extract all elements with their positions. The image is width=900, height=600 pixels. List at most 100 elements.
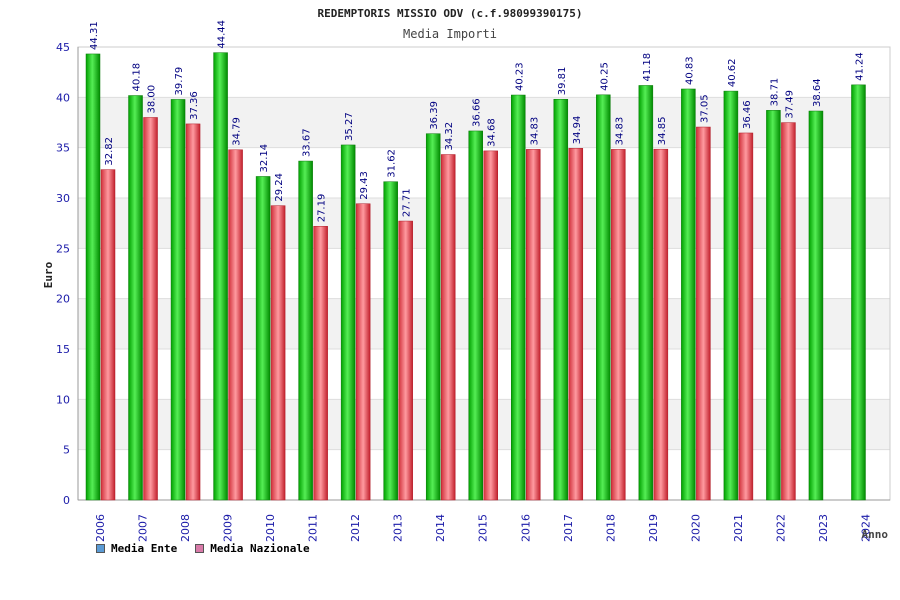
data-label: 32.82: [104, 137, 115, 166]
data-label: 38.64: [812, 78, 823, 107]
y-axis-label: Euro: [42, 261, 55, 288]
plot-area: 0 5 10 15 20 25 30 35 40 45 44.31 32.82 2006 40.18 38.…: [56, 20, 891, 542]
bar-media-ente-2011: [298, 160, 313, 501]
data-label: 34.32: [444, 122, 455, 151]
bar-media-nazionale-2013: [398, 220, 413, 501]
bar-media-ente-2014: [425, 133, 441, 501]
bar-media-nazionale-2017: [568, 148, 584, 501]
x-tick-label: 2012: [349, 514, 362, 542]
data-label: 32.14: [259, 144, 270, 173]
bar-media-ente-2023: [808, 110, 824, 501]
bar-media-nazionale-2012: [355, 203, 371, 501]
data-label: 31.62: [387, 149, 398, 178]
y-tick-label: 30: [56, 192, 70, 205]
x-tick-label: 2024: [859, 514, 872, 542]
data-label: 33.67: [302, 128, 313, 157]
data-label: 36.39: [429, 101, 440, 130]
bar-media-nazionale-2011: [313, 226, 328, 501]
bar-media-nazionale-2007: [143, 117, 158, 501]
bar-media-ente-2006: [85, 53, 101, 501]
data-label: 39.81: [557, 67, 568, 96]
x-tick-label: 2014: [434, 514, 447, 542]
grid-band: [78, 47, 890, 98]
bar-media-ente-2007: [128, 95, 143, 501]
data-label: 44.44: [217, 20, 228, 49]
bar-media-ente-2008: [170, 99, 186, 501]
data-label: 37.05: [699, 94, 710, 123]
bar-media-nazionale-2021: [738, 132, 754, 501]
bar-media-ente-2013: [383, 181, 398, 501]
x-tick-label: 2013: [392, 514, 405, 542]
bar-media-ente-2020: [681, 88, 696, 501]
data-label: 34.68: [487, 118, 498, 147]
data-label: 44.31: [89, 21, 100, 50]
bar-media-ente-2016: [511, 94, 526, 501]
bar-media-ente-2015: [468, 130, 483, 501]
data-label: 34.83: [614, 117, 625, 146]
legend: Media Ente Media Nazionale: [96, 542, 310, 555]
data-label: 34.85: [657, 117, 668, 146]
x-tick-label: 2017: [562, 514, 575, 542]
data-label: 27.19: [317, 194, 328, 223]
data-label: 41.18: [642, 53, 653, 82]
y-tick-label: 5: [63, 444, 70, 457]
x-tick-label: 2015: [477, 514, 490, 542]
x-axis-label: Anno: [862, 528, 889, 541]
data-label: 38.71: [769, 78, 780, 107]
data-label: 34.94: [572, 116, 583, 145]
legend-swatch-media-ente: [96, 544, 105, 553]
data-label: 29.24: [274, 173, 285, 202]
y-tick-label: 45: [56, 41, 70, 54]
bar-media-ente-2018: [596, 94, 611, 501]
y-tick-label: 0: [63, 494, 70, 507]
bar-media-nazionale-2015: [483, 150, 498, 501]
legend-item-media-nazionale: Media Nazionale: [195, 542, 310, 555]
legend-label-media-nazionale: Media Nazionale: [210, 542, 310, 555]
y-tick-label: 10: [56, 393, 70, 406]
bar-media-ente-2019: [638, 85, 654, 501]
data-label: 40.18: [132, 63, 143, 92]
x-tick-label: 2009: [222, 514, 235, 542]
x-tick-label: 2018: [604, 514, 617, 542]
bar-media-nazionale-2020: [696, 126, 711, 501]
x-tick-label: 2007: [137, 514, 150, 542]
data-label: 40.83: [684, 56, 695, 85]
bar-media-nazionale-2018: [611, 149, 626, 501]
data-label: 38.00: [147, 85, 158, 114]
x-tick-label: 2008: [179, 514, 192, 542]
x-tick-label: 2016: [519, 514, 532, 542]
data-label: 40.23: [514, 62, 525, 91]
chart-subtitle: Media Importi: [403, 27, 497, 41]
bar-media-nazionale-2016: [526, 149, 541, 501]
bar-media-nazionale-2008: [185, 123, 201, 501]
bar-media-ente-2012: [340, 144, 356, 501]
x-tick-label: 2019: [647, 514, 660, 542]
bar-media-ente-2022: [766, 110, 781, 501]
legend-item-media-ente: Media Ente: [96, 542, 177, 555]
bar-media-nazionale-2019: [653, 148, 669, 501]
bar-media-ente-2017: [553, 98, 569, 501]
data-label: 34.83: [529, 117, 540, 146]
bar-media-nazionale-2009: [228, 149, 243, 501]
y-tick-label: 20: [56, 293, 70, 306]
legend-label-media-ente: Media Ente: [111, 542, 178, 555]
x-tick-label: 2023: [817, 514, 830, 542]
data-label: 37.36: [189, 91, 200, 120]
bar-media-nazionale-2022: [781, 122, 796, 501]
bar-media-ente-2010: [255, 176, 271, 501]
legend-swatch-media-nazionale: [195, 544, 205, 553]
data-label: 34.79: [232, 117, 243, 146]
x-tick-label: 2021: [732, 514, 745, 542]
chart-title: REDEMPTORIS MISSIO ODV (c.f.98099390175): [318, 7, 583, 20]
bar-media-nazionale-2010: [270, 205, 286, 501]
x-tick-label: 2006: [94, 514, 107, 542]
y-tick-label: 40: [56, 91, 70, 104]
x-tick-label: 2010: [264, 514, 277, 542]
data-label: 27.71: [402, 188, 413, 217]
bar-media-ente-2009: [213, 52, 228, 501]
x-tick-label: 2011: [307, 514, 320, 542]
x-tick-label: 2020: [689, 514, 702, 542]
bar-media-nazionale-2014: [440, 154, 456, 501]
data-label: 36.66: [472, 98, 483, 127]
